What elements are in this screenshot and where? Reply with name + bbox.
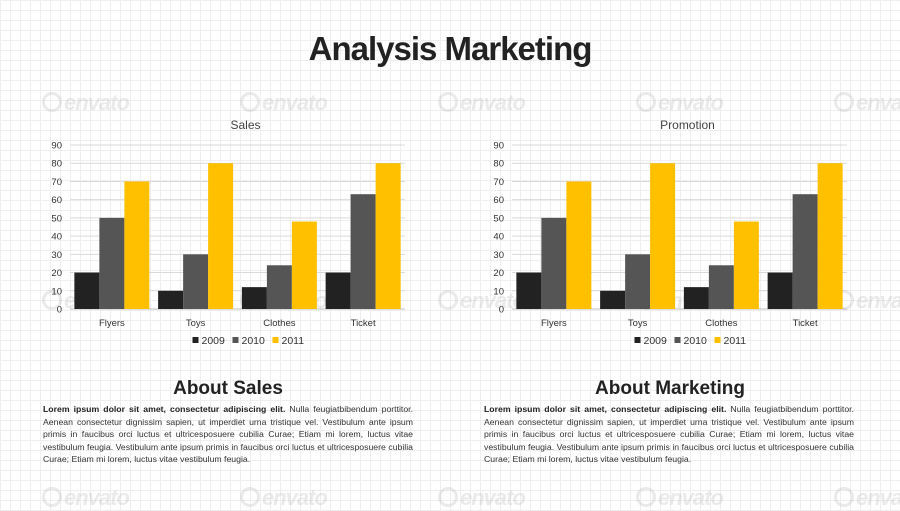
y-tick-label: 30 [51, 250, 62, 261]
y-tick-label: 50 [493, 213, 504, 224]
watermark: envato [42, 90, 130, 116]
legend-label-2011: 2011 [282, 335, 305, 347]
watermark: envato [636, 485, 724, 511]
x-tick-label: Ticket [351, 318, 376, 329]
bar-clothes-2009 [683, 287, 709, 309]
bar-flyers-2010 [99, 217, 125, 309]
y-tick-label: 90 [51, 141, 62, 152]
bar-ticket-2010 [350, 194, 376, 309]
bar-clothes-2009 [241, 287, 267, 309]
y-tick-label: 60 [493, 195, 504, 206]
legend-swatch-2010 [674, 337, 681, 343]
bar-toys-2009 [158, 290, 184, 309]
page-title: Analysis Marketing [308, 30, 593, 67]
bar-clothes-2011 [291, 221, 317, 309]
legend-label-2010: 2010 [684, 335, 708, 347]
legend-swatch-2010 [232, 337, 239, 343]
bar-clothes-2011 [733, 221, 759, 309]
x-tick-label: Ticket [793, 318, 818, 329]
about-sales-lead: Lorem ipsum dolor sit amet, consectetur … [43, 404, 286, 414]
y-tick-label: 70 [493, 177, 504, 188]
bar-flyers-2010 [541, 217, 567, 309]
y-tick-label: 10 [493, 286, 504, 297]
bar-ticket-2009 [767, 272, 793, 309]
watermark: envato [438, 485, 526, 511]
about-sales-text: Lorem ipsum dolor sit amet, consectetur … [43, 403, 413, 466]
about-marketing-text: Lorem ipsum dolor sit amet, consectetur … [484, 403, 854, 466]
y-tick-label: 60 [51, 195, 62, 206]
legend-swatch-2011 [272, 337, 279, 343]
bar-clothes-2010 [708, 265, 734, 309]
x-tick-label: Clothes [263, 318, 295, 329]
x-tick-label: Toys [186, 318, 206, 329]
legend-swatch-2011 [714, 337, 721, 343]
about-sales-heading: About Sales [173, 378, 283, 399]
bar-toys-2009 [600, 290, 626, 309]
watermark: envato [240, 90, 328, 116]
legend-label-2009: 2009 [644, 335, 668, 347]
y-tick-label: 20 [493, 268, 504, 279]
promotion-chart: Promotion 0 10 20 30 40 50 60 70 80 90 Flyers Toys Cl… [493, 118, 847, 347]
x-tick-label: Flyers [541, 318, 567, 329]
y-tick-label: 80 [51, 159, 62, 170]
bar-ticket-2011 [375, 163, 401, 309]
about-sales-body: Nulla feugiatbibendum porttitor. Aenean … [43, 404, 413, 465]
chart-title: Promotion [660, 118, 715, 132]
chart-title: Sales [230, 118, 260, 132]
bar-ticket-2011 [817, 163, 843, 309]
watermark: envato [636, 90, 724, 116]
legend-label-2010: 2010 [242, 335, 266, 347]
watermark: envato [834, 90, 900, 116]
legend-label-2011: 2011 [724, 335, 747, 347]
legend-swatch-2009 [192, 337, 199, 343]
y-tick-label: 0 [57, 305, 62, 316]
y-tick-label: 20 [51, 268, 62, 279]
about-marketing-lead: Lorem ipsum dolor sit amet, consectetur … [484, 404, 727, 414]
y-tick-label: 10 [51, 286, 62, 297]
bar-flyers-2009 [516, 272, 542, 309]
y-tick-label: 90 [493, 141, 504, 152]
bar-toys-2011 [208, 163, 234, 309]
bar-flyers-2011 [566, 181, 592, 309]
legend-label-2009: 2009 [202, 335, 226, 347]
y-tick-label: 30 [493, 250, 504, 261]
bar-toys-2010 [625, 254, 651, 309]
watermark: envato [42, 485, 130, 511]
legend-swatch-2009 [634, 337, 641, 343]
y-tick-label: 40 [493, 232, 504, 243]
bar-flyers-2009 [74, 272, 100, 309]
y-tick-label: 40 [51, 232, 62, 243]
x-tick-label: Flyers [99, 318, 125, 329]
y-tick-label: 70 [51, 177, 62, 188]
y-tick-label: 0 [499, 305, 504, 316]
watermark: envato [834, 485, 900, 511]
about-marketing-body: Nulla feugiatbibendum porttitor. Aenean … [484, 404, 854, 465]
bar-clothes-2010 [266, 265, 292, 309]
bar-toys-2011 [650, 163, 676, 309]
x-tick-label: Toys [628, 318, 648, 329]
about-marketing-heading: About Marketing [595, 378, 745, 399]
bar-toys-2010 [183, 254, 209, 309]
bar-ticket-2010 [792, 194, 818, 309]
sales-chart: Sales 0 10 20 30 40 50 60 70 80 90 Flyers Toys Clothe… [51, 118, 405, 347]
y-tick-label: 50 [51, 213, 62, 224]
watermark: envato [240, 485, 328, 511]
bar-ticket-2009 [325, 272, 351, 309]
watermark: envato [438, 90, 526, 116]
bar-flyers-2011 [124, 181, 150, 309]
y-tick-label: 80 [493, 159, 504, 170]
x-tick-label: Clothes [705, 318, 737, 329]
